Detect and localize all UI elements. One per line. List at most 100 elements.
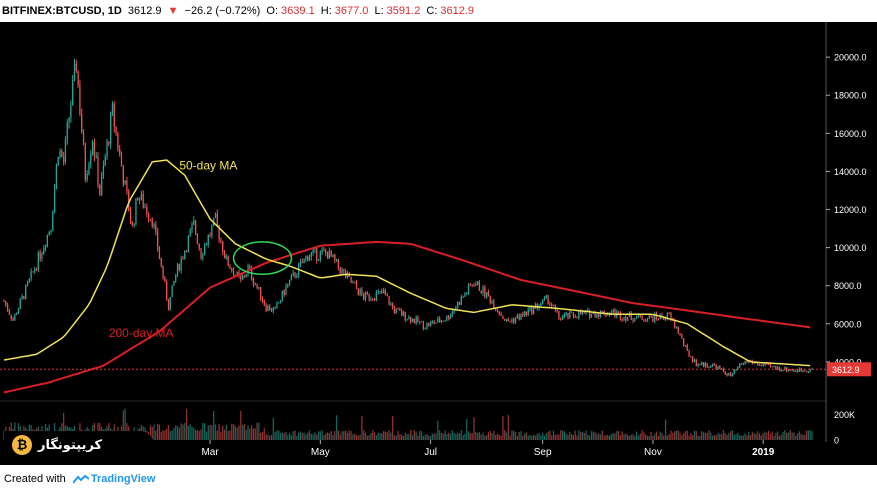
price-chart[interactable]: 4000.06000.08000.010000.012000.014000.01… (0, 22, 877, 465)
candle-body (476, 281, 479, 285)
candle-body (48, 231, 50, 235)
candle-body (462, 296, 464, 298)
volume-bar (482, 432, 484, 440)
candle-body (25, 285, 27, 299)
volume-bar (623, 434, 625, 440)
candle-body (711, 364, 714, 367)
candle-body (366, 292, 368, 294)
volume-bar (608, 435, 611, 440)
candle-body (241, 276, 244, 280)
volume-bar (742, 435, 744, 440)
candle-body (151, 219, 153, 227)
volume-bar (717, 432, 719, 440)
candle-body (675, 327, 678, 329)
candle-body (426, 323, 428, 329)
volume-bar (466, 418, 468, 440)
volume-bar (567, 434, 569, 440)
volume-bar (585, 430, 587, 440)
volume-bar (401, 434, 403, 440)
candle-body (91, 141, 94, 155)
volume-bar (191, 426, 193, 440)
candle-body (144, 207, 146, 209)
volume-bar (240, 410, 242, 440)
candle-body (406, 319, 408, 321)
candle-body (142, 193, 144, 208)
volume-bar (388, 429, 390, 440)
volume-bar (464, 433, 466, 440)
candle-body (274, 306, 276, 308)
candle-body (757, 363, 759, 365)
volume-bar (778, 435, 781, 440)
volume-bar (626, 434, 629, 440)
volume-bar (260, 432, 262, 440)
volume-bar (628, 435, 631, 440)
candle-body (789, 369, 791, 371)
volume-bar (164, 430, 166, 440)
candle-body (249, 266, 251, 269)
highlight-ellipse (232, 241, 293, 276)
time-tick-label: Jul (424, 447, 437, 458)
candle-body (335, 259, 338, 261)
candle-body (343, 269, 345, 272)
volume-bar (583, 432, 585, 440)
volume-bar (355, 435, 358, 440)
candle-body (429, 322, 432, 327)
candle-body (120, 153, 123, 167)
volume-bar (278, 430, 280, 440)
volume-bar (523, 433, 526, 440)
candle-body (560, 318, 562, 320)
candle-body (469, 284, 471, 286)
volume-bar (422, 435, 424, 440)
candle-body (189, 230, 191, 237)
candle-body (34, 268, 36, 272)
volume-bar (753, 433, 755, 440)
volume-bar (352, 434, 354, 440)
candle-body (137, 198, 139, 201)
candle-body (185, 251, 188, 253)
candle-body (433, 321, 435, 324)
candle-body (556, 309, 558, 312)
candle-body (778, 367, 781, 371)
volume-bar (552, 430, 555, 440)
candle-body (384, 290, 387, 295)
volume-bar (654, 433, 656, 440)
volume-bar (437, 420, 439, 440)
candle-body (626, 316, 629, 321)
candle-body (417, 317, 419, 323)
volume-bar (301, 433, 303, 440)
candle-body (547, 295, 549, 304)
candle-body (715, 365, 717, 370)
volume-bar (424, 434, 426, 440)
candle-body (802, 370, 804, 372)
candle-body (579, 311, 582, 315)
volume-bar (598, 434, 600, 440)
volume-bar (308, 430, 311, 440)
candle-body (194, 220, 197, 234)
volume-bar (213, 410, 215, 440)
volume-bar (211, 425, 213, 440)
candle-body (587, 310, 589, 312)
volume-bar (305, 434, 307, 440)
volume-bar (509, 435, 511, 440)
volume-bar (672, 432, 674, 440)
candle-body (795, 370, 797, 372)
volume-bar (296, 435, 298, 440)
brand-name: کریپتونگار (38, 437, 103, 452)
tradingview-link[interactable]: TradingView (90, 473, 156, 485)
candle-body (5, 301, 7, 305)
volume-bar (234, 426, 237, 440)
volume-bar (285, 432, 287, 440)
candle-body (207, 234, 209, 245)
volume-bar (679, 432, 681, 440)
volume-bar (207, 425, 209, 440)
candle-body (504, 318, 506, 321)
volume-bar (590, 431, 593, 440)
volume-bar (339, 434, 341, 440)
volume-bar (773, 435, 775, 440)
volume-bar (363, 429, 365, 440)
candle-body (777, 367, 779, 370)
volume-bar (527, 435, 529, 440)
volume-bar (467, 431, 470, 440)
candle-body (158, 249, 161, 259)
volume-bar (382, 431, 385, 440)
